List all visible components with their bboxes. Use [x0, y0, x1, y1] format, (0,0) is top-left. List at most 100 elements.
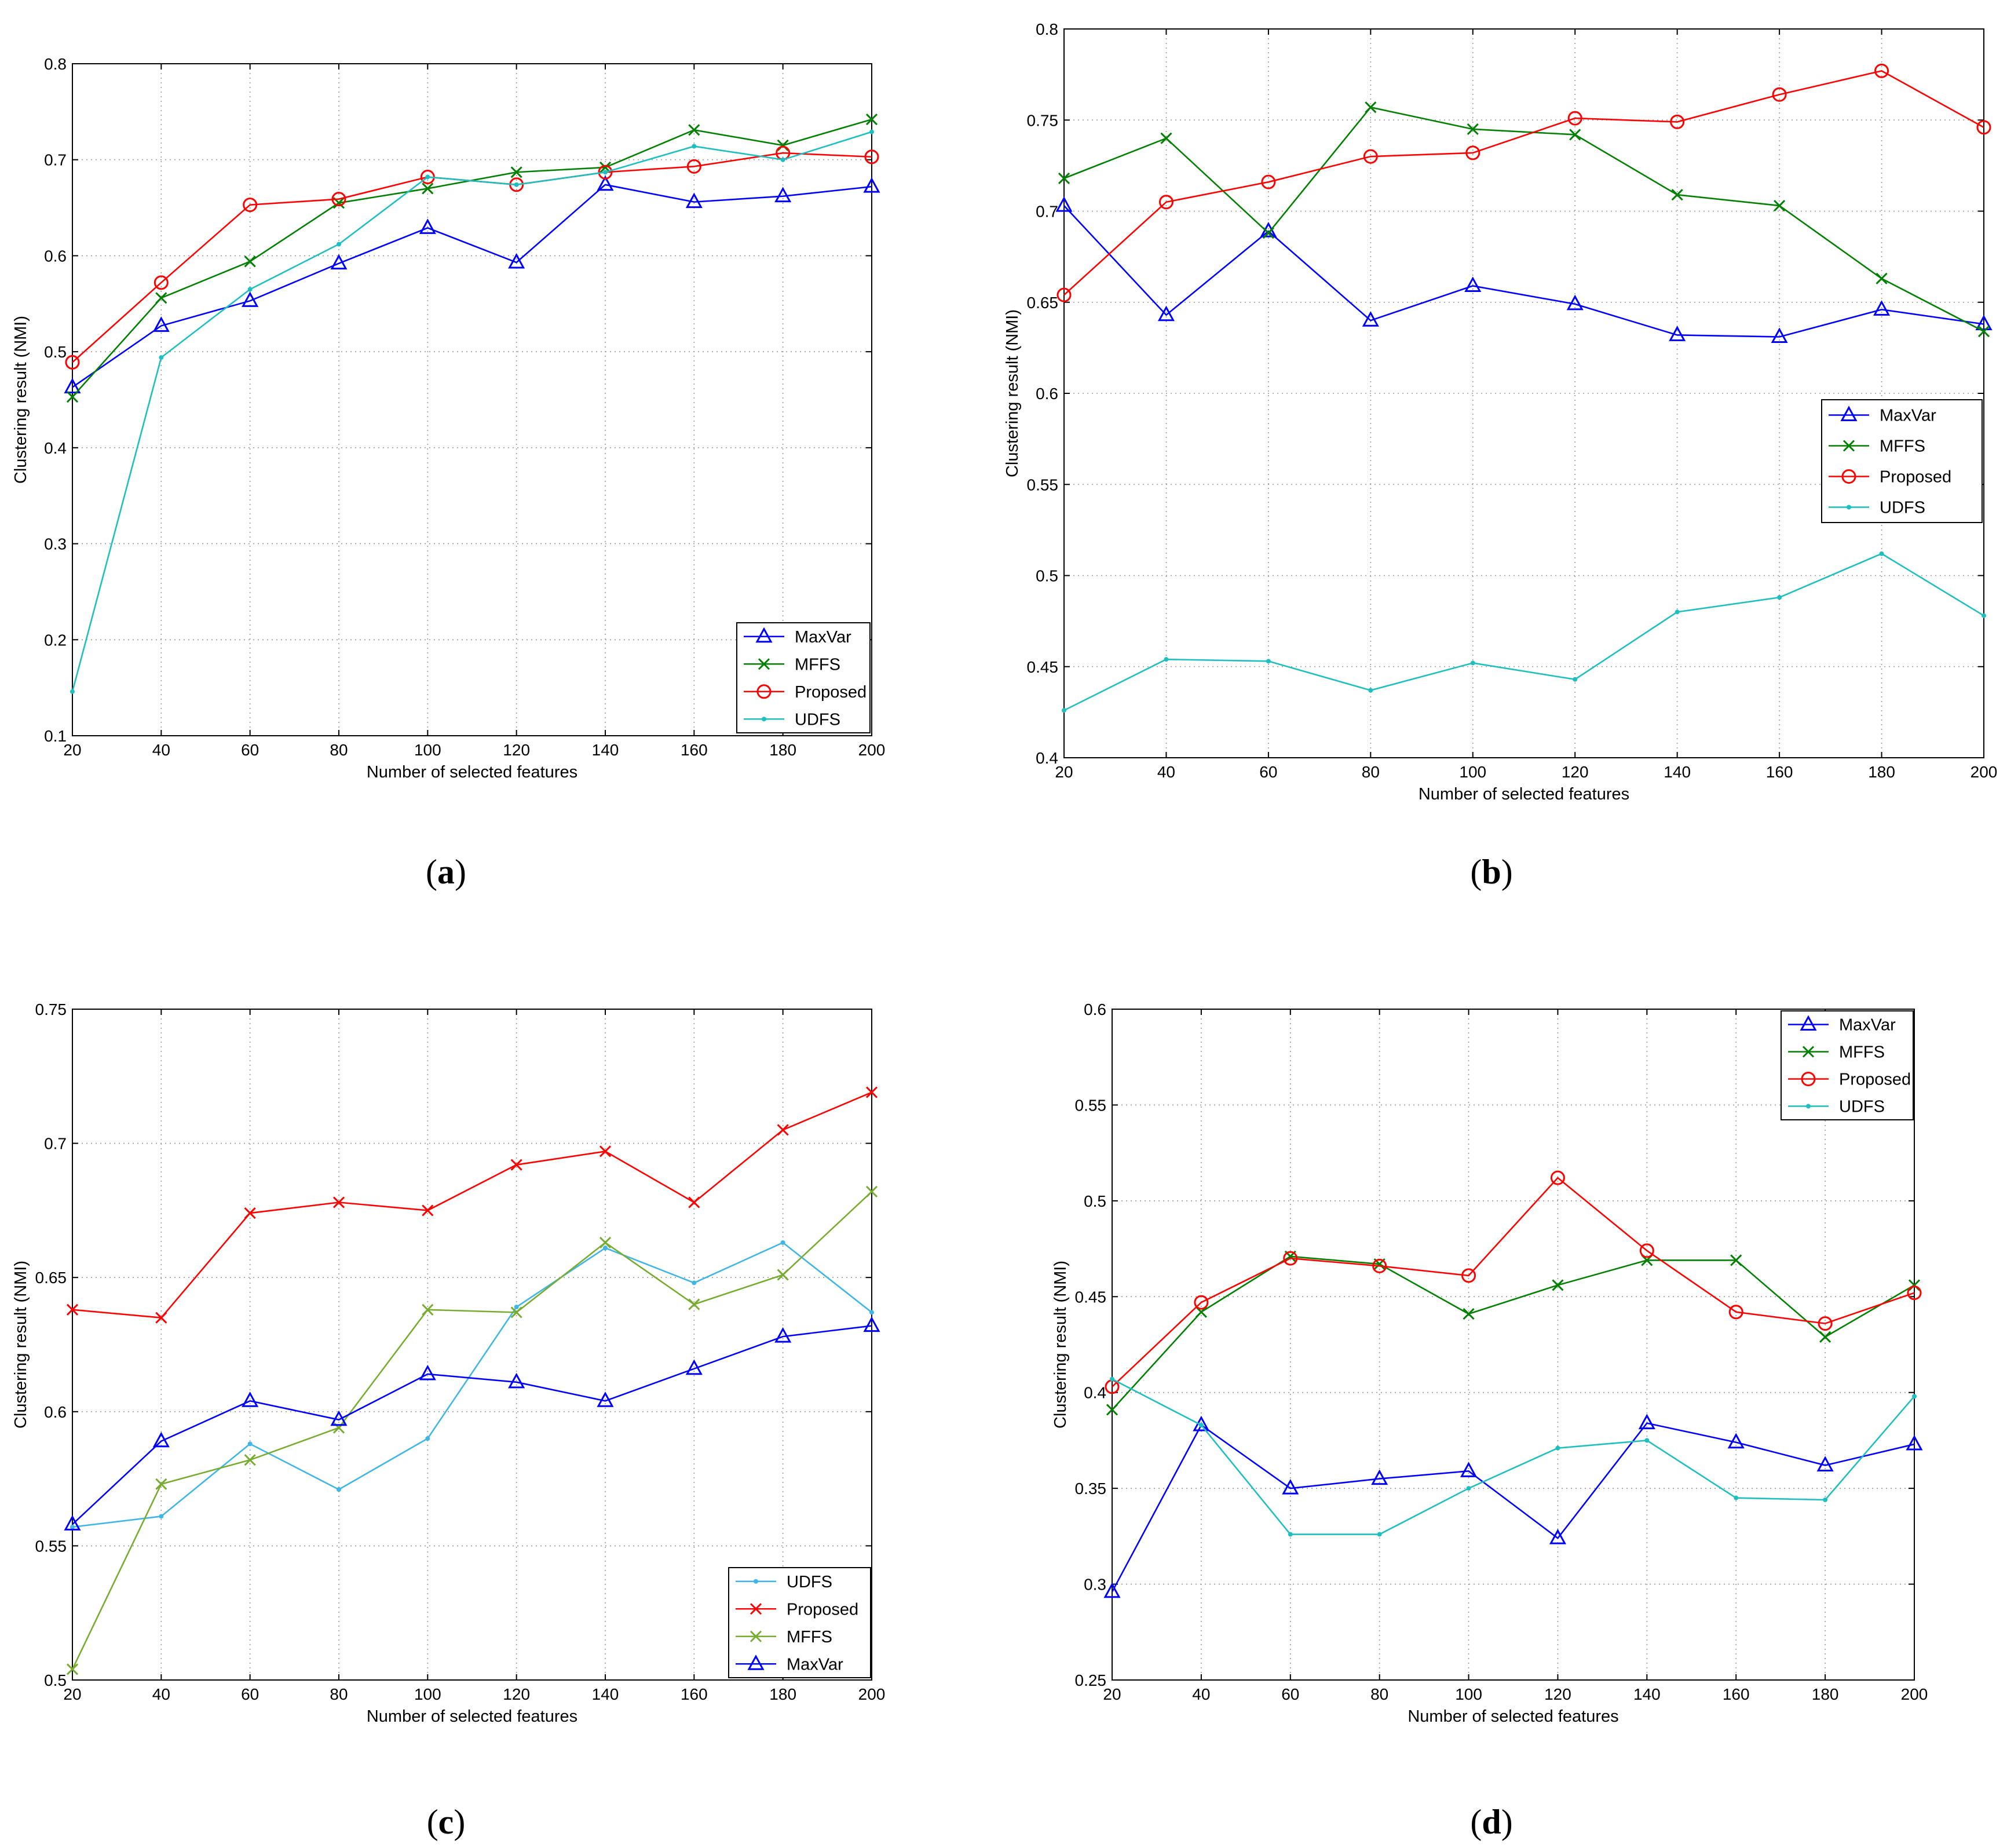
data-point	[1466, 1486, 1471, 1491]
data-point	[688, 124, 700, 136]
data-point	[777, 1124, 789, 1136]
data-point	[780, 1240, 785, 1245]
data-point	[1873, 300, 1891, 316]
y-tick-label: 0.2	[44, 631, 67, 649]
data-point	[70, 1524, 75, 1529]
y-tick-label: 0.5	[1084, 1192, 1106, 1210]
data-point	[247, 1441, 253, 1447]
data-point	[330, 254, 348, 270]
data-point	[510, 166, 522, 178]
series-udfs	[1110, 1376, 1917, 1537]
data-point	[599, 1145, 612, 1157]
series-line	[1063, 70, 1984, 296]
legend-label: UDFS	[787, 1573, 832, 1591]
data-point	[1823, 1497, 1828, 1502]
legend-marker	[1840, 406, 1858, 421]
y-tick-label: 0.55	[1027, 476, 1059, 494]
legend-marker	[1801, 1072, 1816, 1086]
data-point	[774, 1327, 792, 1343]
x-axis-label: Number of selected features	[1408, 1707, 1618, 1726]
x-tick-label: 140	[592, 1685, 619, 1703]
legend-label: MaxVar	[1880, 407, 1936, 425]
data-point	[1639, 1243, 1654, 1258]
data-point	[1671, 189, 1683, 201]
data-point	[1819, 1331, 1831, 1343]
x-tick-label: 80	[330, 741, 348, 759]
x-tick-label: 40	[1192, 1685, 1210, 1703]
data-point	[1573, 677, 1578, 682]
data-point	[688, 1298, 700, 1310]
y-axis-label: Clustering result (NMI)	[12, 1261, 30, 1429]
y-tick-label: 0.35	[1075, 1480, 1107, 1498]
data-point	[1283, 1251, 1298, 1266]
legend-entry: MaxVar	[736, 1655, 843, 1674]
panel-caption: (a)	[426, 853, 466, 891]
data-point	[688, 1196, 700, 1208]
data-point	[337, 1487, 341, 1492]
x-tick-label: 140	[592, 741, 619, 759]
y-tick-label: 0.75	[35, 1000, 67, 1018]
data-point	[155, 1478, 167, 1490]
caption-letter: b	[1482, 853, 1501, 891]
data-point	[686, 159, 701, 174]
series-maxvar	[1055, 196, 1993, 344]
legend-marker	[750, 1630, 762, 1642]
x-axis-label: Number of selected features	[1419, 785, 1629, 804]
legend-marker	[1841, 469, 1856, 484]
x-tick-label: 140	[1633, 1685, 1661, 1703]
x-tick-label: 140	[1664, 763, 1691, 781]
data-point	[425, 174, 430, 180]
legend-entry: UDFS	[1829, 499, 1925, 517]
legend-label: UDFS	[795, 710, 840, 729]
data-point	[155, 292, 167, 304]
legend-label: UDFS	[1880, 499, 1925, 517]
series-udfs	[70, 129, 874, 694]
y-tick-label: 0.7	[1036, 203, 1058, 221]
y-tick-label: 0.8	[44, 55, 67, 73]
y-tick-label: 0.45	[1075, 1288, 1107, 1306]
x-tick-label: 160	[1766, 763, 1793, 781]
data-point	[777, 1269, 789, 1281]
caption-close: )	[1501, 853, 1513, 891]
data-point	[685, 192, 703, 209]
x-ticks: 20 40 60 80 100 120 140 160 180 200	[63, 1009, 885, 1703]
data-point	[1261, 174, 1276, 189]
data-point	[1669, 326, 1686, 341]
chart-panel-d: 20 40 60 80 100 120 140 160 180 200 0.25 0.3 0.35 0.4…	[1051, 1000, 1928, 1841]
legend-entry: MaxVar	[744, 627, 851, 647]
data-point	[774, 187, 792, 203]
data-point	[1103, 1582, 1121, 1598]
legend-label: MaxVar	[787, 1655, 843, 1674]
data-point	[1670, 114, 1685, 129]
panel-caption: (c)	[427, 1803, 466, 1841]
data-point	[1198, 1422, 1204, 1427]
y-tick-label: 0.7	[44, 151, 67, 169]
data-point	[244, 1207, 256, 1219]
data-point	[1777, 595, 1782, 600]
x-tick-label: 200	[1971, 763, 1998, 781]
data-point	[1106, 1404, 1118, 1416]
data-point	[66, 1303, 79, 1316]
y-tick-label: 0.55	[1075, 1096, 1107, 1114]
y-tick-label: 0.6	[1036, 385, 1058, 403]
y-tick-label: 0.6	[44, 247, 67, 265]
caption-open: (	[427, 1803, 438, 1841]
data-point	[337, 242, 341, 247]
chart-panel-a: 20 40 60 80 100 120 140 160 180 2000.10.20.30.40.…	[12, 55, 885, 891]
data-point	[863, 177, 880, 193]
panel-caption: (d)	[1470, 1803, 1512, 1841]
data-point	[1876, 272, 1888, 284]
legend-label: MFFS	[795, 655, 840, 674]
data-point	[332, 1196, 345, 1208]
y-tick-label: 0.25	[1075, 1671, 1107, 1689]
legend-label: Proposed	[795, 683, 867, 702]
legend-entry: MFFS	[1829, 437, 1925, 456]
data-point	[597, 175, 614, 191]
caption-open: (	[426, 853, 437, 891]
data-point	[598, 165, 613, 180]
data-point	[1818, 1316, 1833, 1331]
data-point	[869, 129, 874, 134]
x-tick-label: 60	[241, 741, 259, 759]
x-tick-label: 80	[330, 1685, 348, 1703]
y-tick-label: 0.6	[44, 1403, 67, 1421]
